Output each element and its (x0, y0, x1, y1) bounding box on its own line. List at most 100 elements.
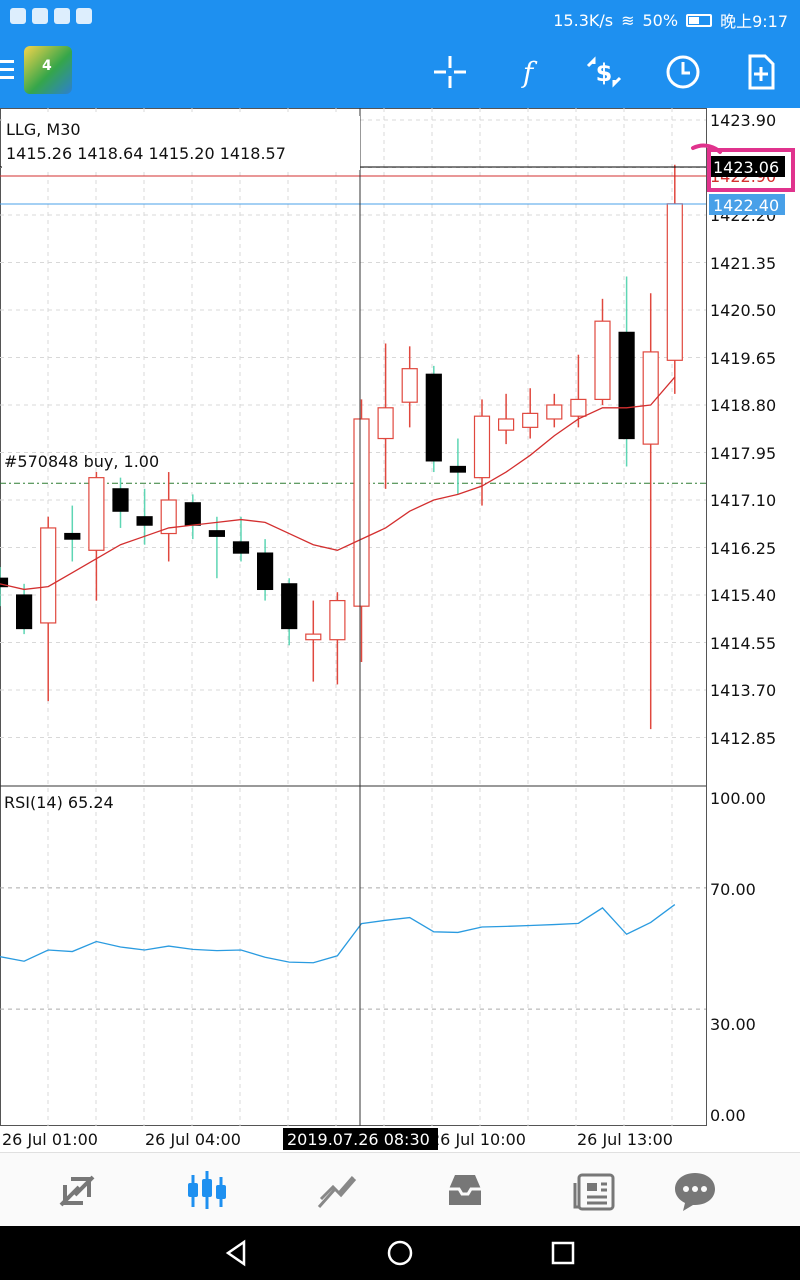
bid-price-box (709, 194, 785, 215)
symbol-label: LLG, M30 (6, 120, 81, 139)
price-tick: 1412.85 (710, 729, 776, 748)
candle-body (377, 407, 394, 440)
price-axis: 1423.90 1422.20 1421.35 1420.50 1419.65 … (710, 111, 776, 748)
price-tick: 1416.25 (710, 539, 776, 558)
battery-icon (686, 13, 713, 27)
notification-icon (10, 8, 26, 24)
chart-icon[interactable] (183, 1167, 231, 1215)
bottom-nav (0, 1152, 800, 1226)
highlight-annotation (691, 143, 795, 192)
order-label: #570848 buy, 1.00 (4, 452, 159, 471)
rsi-label: RSI(14) 65.24 (4, 793, 114, 812)
price-tick: 1417.95 (710, 444, 776, 463)
candle-body (16, 594, 33, 630)
period-icon[interactable] (663, 52, 703, 92)
candle-body (473, 415, 491, 479)
menu-icon[interactable] (0, 60, 16, 82)
notification-icon (54, 8, 70, 24)
chart-area[interactable]: LLG, M30 1415.26 1418.64 1415.20 1418.57… (0, 108, 800, 1152)
candle-body (0, 577, 9, 588)
svg-text:$: $ (596, 59, 613, 87)
status-right: 15.3K/s ≋ 50% 晚上9:17 (553, 8, 788, 32)
candle-body (112, 488, 129, 512)
price-tick: 1414.55 (710, 634, 776, 653)
time-tick: 26 Jul 10:00 (430, 1130, 526, 1149)
svg-text:f: f (521, 56, 538, 89)
history-icon[interactable] (441, 1167, 489, 1215)
candle-body (88, 477, 105, 551)
system-nav-bar (0, 1226, 800, 1280)
battery-percent: 50% (642, 10, 679, 30)
price-tick: 1421.35 (710, 254, 776, 273)
candle-body (522, 412, 539, 428)
time-tick: 26 Jul 13:00 (577, 1130, 673, 1149)
status-bar: 15.3K/s ≋ 50% 晚上9:17 (0, 0, 800, 36)
quotes-icon[interactable] (53, 1167, 101, 1215)
news-icon[interactable] (571, 1167, 619, 1215)
candle-body (64, 532, 81, 540)
candle-body (449, 465, 466, 473)
candle-body (40, 527, 57, 624)
candle-body (546, 404, 563, 420)
candle-body (498, 418, 515, 431)
candle-body (160, 499, 177, 535)
rsi-tick: 70.00 (710, 880, 756, 899)
candle-body (642, 351, 659, 445)
candle-body (570, 398, 587, 417)
time-axis: 26 Jul 01:00 26 Jul 04:00 26 Jul 10:00 2… (2, 1130, 673, 1149)
clock: 晚上9:17 (720, 12, 788, 31)
chart-border (0, 108, 707, 1126)
network-speed: 15.3K/s (553, 10, 614, 30)
app-logo[interactable] (24, 46, 72, 94)
home-icon[interactable] (385, 1238, 415, 1268)
rsi-line (0, 904, 676, 964)
trade-icon[interactable]: $ (584, 52, 624, 92)
ask-price: 1423.06 (713, 158, 779, 177)
price-tick: 1415.40 (710, 586, 776, 605)
ask-price-box (709, 156, 785, 177)
candle-body (305, 633, 322, 641)
price-tick: 1423.90 (710, 111, 776, 130)
candle-body (208, 530, 225, 537)
price-tick: 1413.70 (710, 681, 776, 700)
rsi-tick: 100.00 (710, 789, 766, 808)
chart-svg[interactable]: LLG, M30 1415.26 1418.64 1415.20 1418.57… (0, 108, 800, 1152)
crosshair-time-box (283, 1128, 438, 1150)
time-tick: 26 Jul 04:00 (145, 1130, 241, 1149)
ohlc-label: 1415.26 1418.64 1415.20 1418.57 (6, 144, 286, 163)
messages-icon[interactable] (671, 1167, 719, 1215)
crosshair-icon[interactable] (430, 52, 470, 92)
price-tick: 1417.10 (710, 491, 776, 510)
trade-icon[interactable] (313, 1167, 361, 1215)
price-tick: 1418.80 (710, 396, 776, 415)
crosshair-time: 2019.07.26 08:30 (287, 1130, 430, 1149)
candle-body (184, 502, 201, 526)
app-toolbar: f $ (0, 36, 800, 108)
candle-body (257, 552, 274, 591)
grid (0, 108, 706, 1126)
candle-body (618, 331, 635, 440)
notification-icon (76, 8, 92, 24)
candle-body (594, 320, 611, 401)
notification-icon (32, 8, 48, 24)
recents-icon[interactable] (548, 1238, 578, 1268)
wifi-icon: ≋ (621, 10, 635, 30)
candle-body (666, 203, 683, 361)
indicators-icon[interactable]: f (508, 52, 548, 92)
bid-price: 1422.40 (713, 196, 779, 215)
price-tick: 1420.50 (710, 301, 776, 320)
price-tick: 1419.65 (710, 349, 776, 368)
rsi-axis: 100.00 70.00 30.00 0.00 (710, 789, 766, 1125)
rsi-tick: 30.00 (710, 1015, 756, 1034)
candle-body (281, 583, 298, 630)
header-bg (2, 116, 360, 170)
candle-body (232, 541, 250, 554)
candle-body (329, 599, 346, 641)
moving-average-line (0, 376, 676, 591)
back-icon[interactable] (222, 1238, 252, 1268)
new-order-icon[interactable] (741, 52, 781, 92)
rsi-tick: 0.00 (710, 1106, 746, 1125)
time-tick: 26 Jul 01:00 (2, 1130, 98, 1149)
candle-body (425, 373, 442, 462)
candle-body (353, 418, 370, 607)
